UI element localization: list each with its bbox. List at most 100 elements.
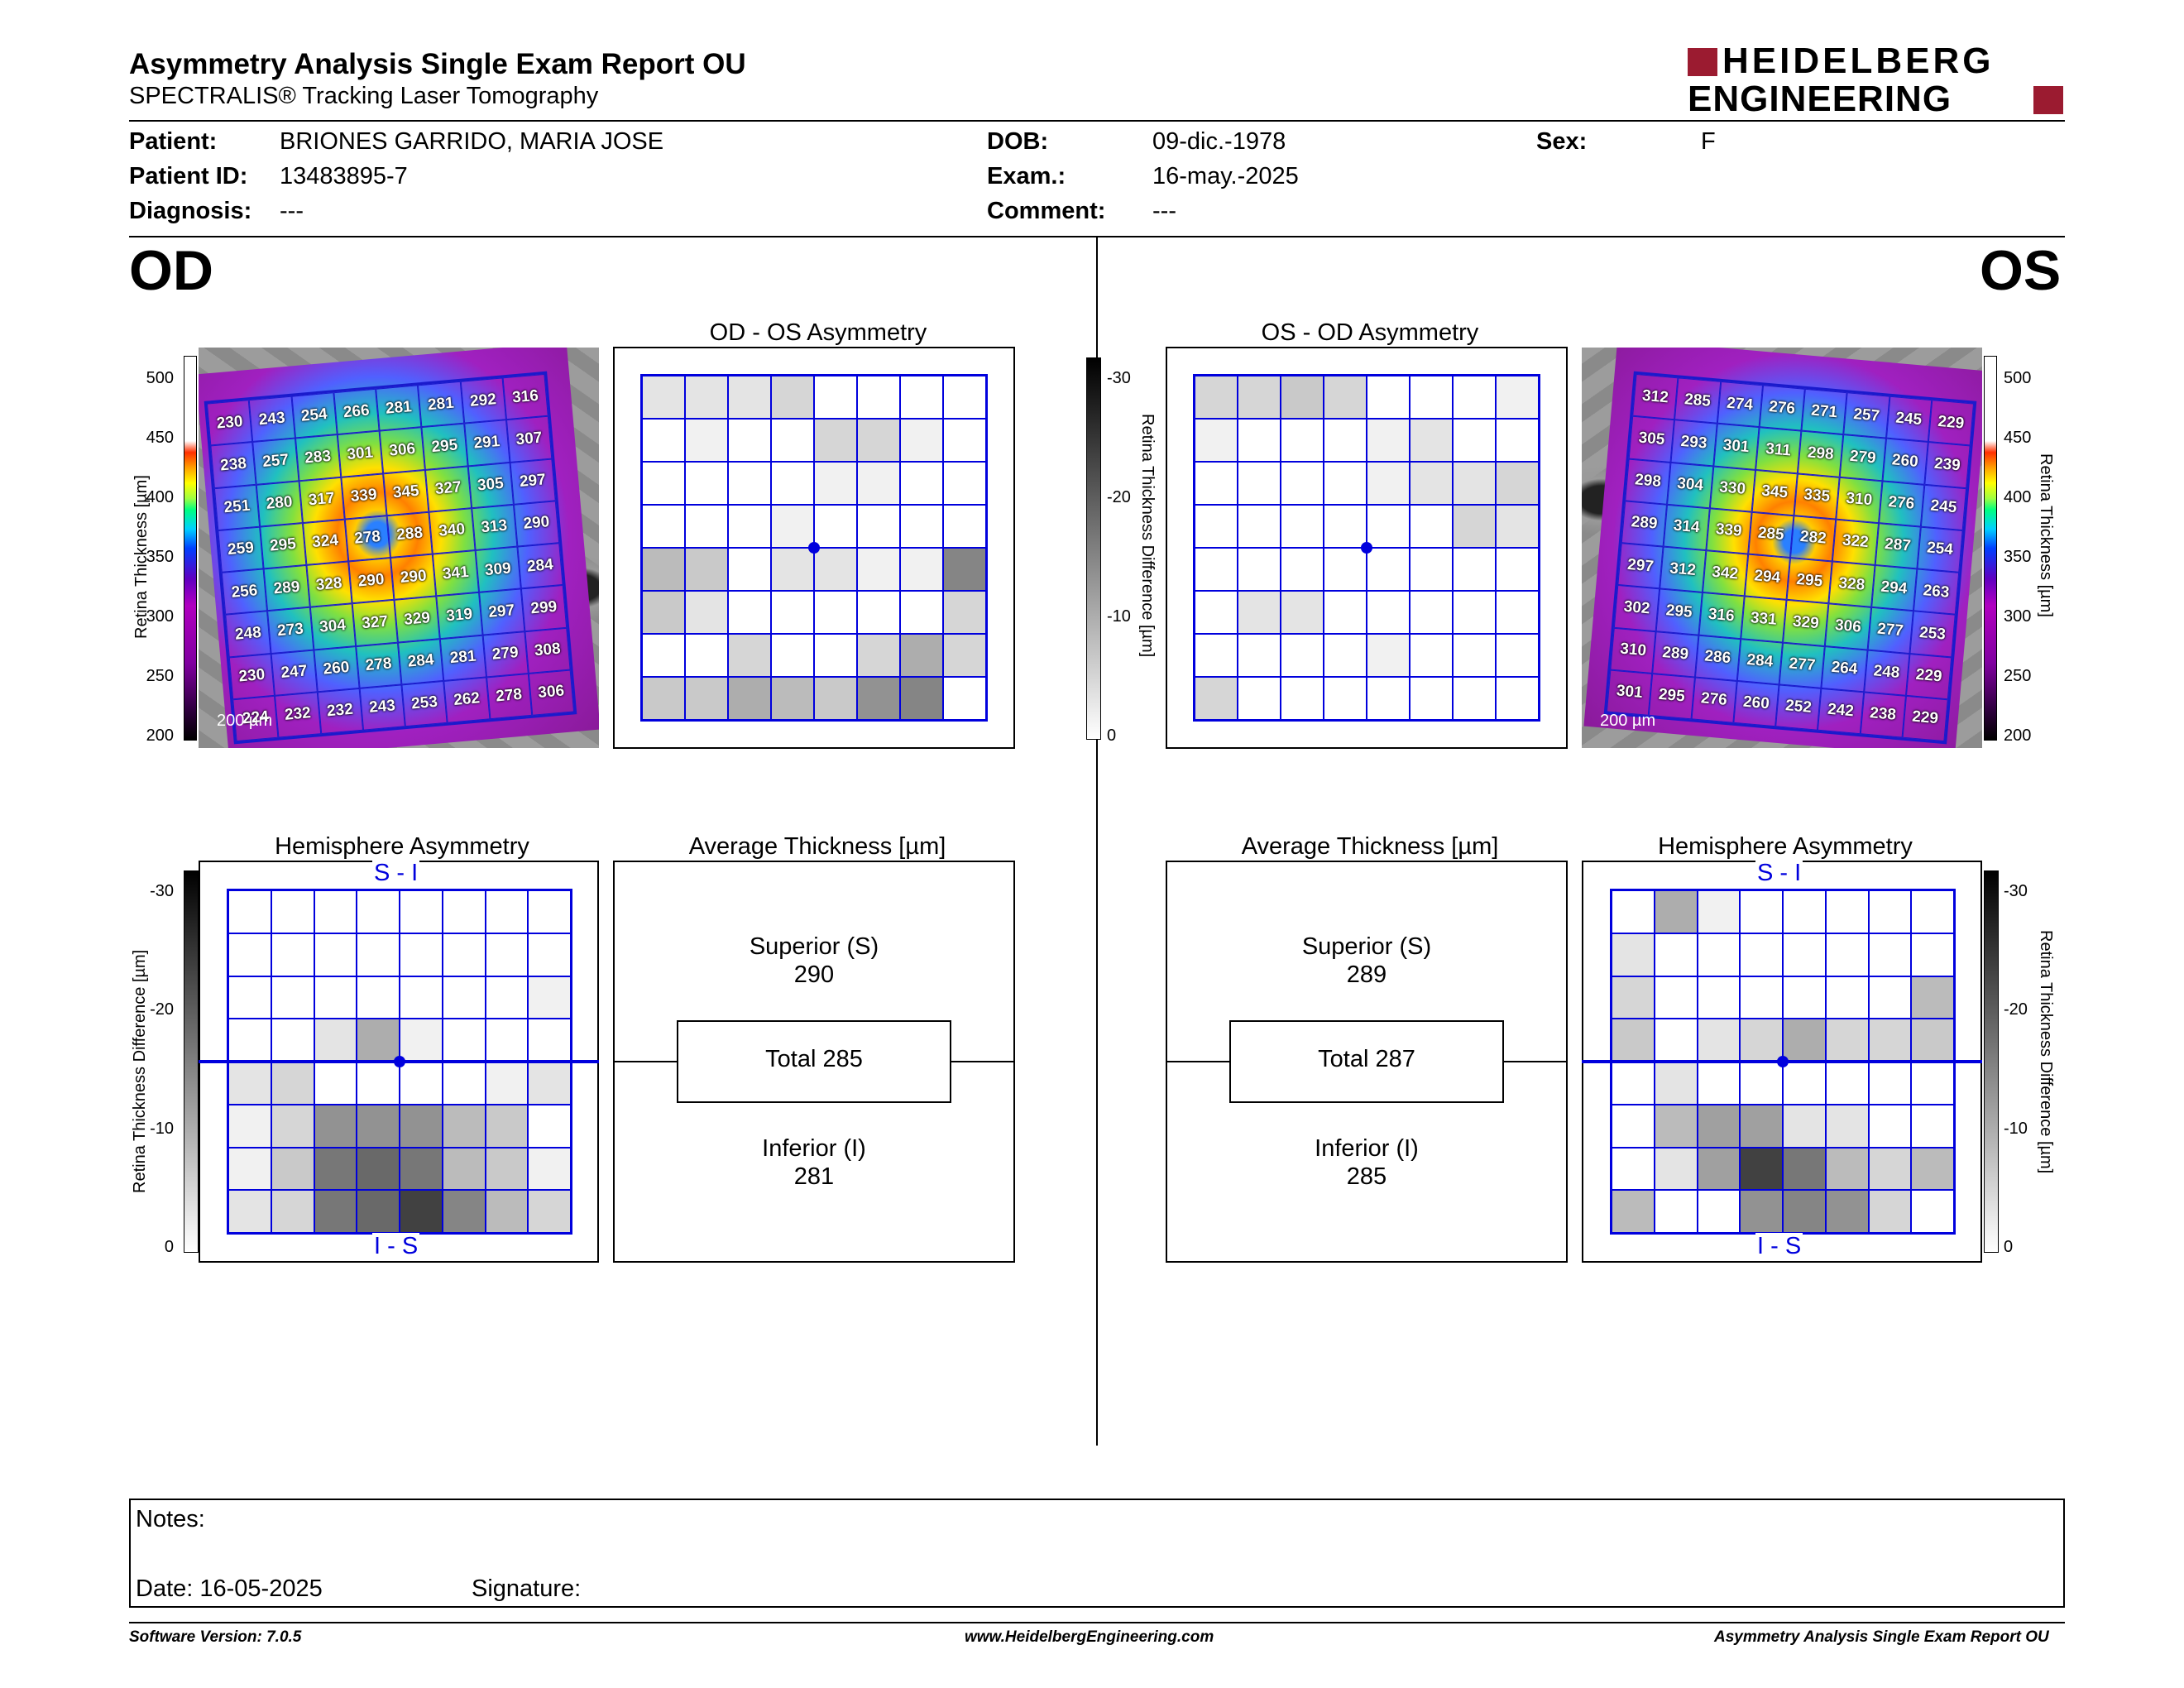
comment-value: --- [1152,198,1176,224]
od-thickness-cell: 260 [313,645,360,693]
os-hemisphere-cell [1825,1019,1869,1062]
od-hemisphere-cell [528,1104,571,1148]
os-od-asymmetry-cell [1281,462,1324,505]
od-os-asymmetry-cell [771,376,814,419]
od-fundus-image: 230 243 254 266 281 281 292 316 238 257 283 301 306 2… [199,348,599,748]
od-thickness-cell: 316 [502,373,548,420]
od-os-asymmetry-cell [943,505,986,548]
od-thickness-cell: 230 [228,653,275,700]
os-thickness-cell: 229 [1905,653,1952,700]
os-hemisphere-cell [1740,890,1783,933]
od-hemisphere-cell [228,1062,271,1105]
center-diff-tick: -20 [1107,488,1131,506]
od-os-asymmetry-cell [943,419,986,462]
od-os-asymmetry-cell [685,419,728,462]
os-hemi-tick: -20 [2004,1000,2028,1019]
os-od-asymmetry-cell [1367,462,1410,505]
od-thickness-cell: 288 [386,511,433,558]
od-thickness-cell: 257 [252,438,299,485]
od-os-asymmetry-cell [685,677,728,720]
os-od-asymmetry-cell [1238,548,1281,591]
od-hemisphere-cell [271,1104,314,1148]
os-hemisphere-title: Hemisphere Asymmetry [1633,833,1937,861]
od-thickness-tick: 450 [146,429,174,447]
os-hemisphere-cell [1825,1104,1869,1148]
od-hemi-tick: -30 [150,882,174,900]
os-hemisphere-cell [1740,976,1783,1019]
os-hemisphere-cell [1612,1104,1655,1148]
od-thickness-cell: 284 [517,543,563,589]
patient-name: BRIONES GARRIDO, MARIA JOSE [280,128,664,155]
os-od-fovea-marker [1361,542,1372,554]
os-fundus-image: 312 285 274 276 271 257 245 229 305 293 301 311 298 2… [1582,348,1982,748]
os-total-value: Total 287 [1318,1046,1415,1072]
exam-label: Exam.: [987,163,1066,189]
od-hemisphere-cell [357,976,400,1019]
os-thickness-tick: 300 [2004,607,2032,626]
os-od-asymmetry-cell [1453,591,1496,634]
od-os-asymmetry-cell [814,591,857,634]
od-hemisphere-cell [314,933,357,976]
od-superior-value: 290 [793,961,835,988]
os-thickness-cell: 322 [1832,519,1879,565]
os-thickness-cell: 310 [1836,477,1883,523]
os-average-title: Average Thickness [µm] [1216,833,1524,861]
od-hemisphere-cell [314,1104,357,1148]
od-os-asymmetry-cell [900,591,943,634]
notes-box[interactable] [129,1499,2065,1608]
os-hemisphere-cell [1697,976,1741,1019]
od-os-asymmetry-cell [685,548,728,591]
od-hemisphere-cell [400,1147,443,1191]
os-thickness-cell: 297 [1617,543,1664,589]
od-hemisphere-cell [357,1062,400,1105]
od-scale-bar: 200 µm [217,712,273,730]
od-os-asymmetry-cell [728,462,771,505]
od-os-asymmetry-cell [943,376,986,419]
os-thickness-cell: 342 [1702,550,1748,597]
od-os-asymmetry-cell [857,462,900,505]
os-hemisphere-cell [1740,1147,1783,1191]
od-os-asymmetry-cell [814,677,857,720]
od-hemisphere-cell [485,1147,529,1191]
od-os-asymmetry-cell [900,462,943,505]
comment-label: Comment: [987,198,1106,224]
os-thickness-tick: 400 [2004,488,2032,506]
od-os-asymmetry-cell [771,462,814,505]
od-os-fovea-marker [808,542,820,554]
os-od-asymmetry-cell [1453,376,1496,419]
os-thickness-cell: 306 [1825,603,1871,650]
os-hemisphere-cell [1783,1147,1826,1191]
od-os-asymmetry-cell [728,376,771,419]
os-hemisphere-cell [1612,1062,1655,1105]
od-thickness-cell: 328 [305,561,352,607]
os-thickness-cell: 311 [1755,427,1802,473]
os-od-asymmetry-cell [1410,376,1453,419]
os-hemisphere-cell [1654,1019,1698,1062]
os-thickness-cell: 285 [1747,511,1794,558]
os-hemisphere-cell [1868,976,1912,1019]
od-hemi-fovea-marker [394,1056,405,1067]
od-hemisphere-cell [271,976,314,1019]
os-thickness-cell: 276 [1691,677,1737,723]
os-thickness-cell: 287 [1875,522,1921,569]
os-hemisphere-cell [1911,890,1954,933]
os-thickness-cell: 253 [1909,611,1956,657]
os-thickness-cell: 289 [1621,501,1668,547]
od-os-asymmetry-cell [857,677,900,720]
os-hemisphere-cell [1612,1147,1655,1191]
od-hemisphere-cell [485,1190,529,1233]
os-hemisphere-cell [1911,1147,1954,1191]
os-hemisphere-cell [1654,976,1698,1019]
od-hemisphere-cell [314,1062,357,1105]
website-link[interactable]: www.HeidelbergEngineering.com [965,1628,1214,1646]
center-diff-tick: -30 [1107,369,1131,387]
os-od-asymmetry-cell [1410,548,1453,591]
os-thickness-cell: 276 [1878,480,1925,527]
os-od-asymmetry-cell [1324,505,1367,548]
os-od-asymmetry-cell [1453,462,1496,505]
os-hemisphere-cell [1697,1190,1741,1233]
center-diff-colorbar [1086,357,1101,740]
os-od-asymmetry-cell [1410,505,1453,548]
od-hemisphere-title: Hemisphere Asymmetry [250,833,554,861]
od-thickness-tick: 350 [146,548,174,566]
